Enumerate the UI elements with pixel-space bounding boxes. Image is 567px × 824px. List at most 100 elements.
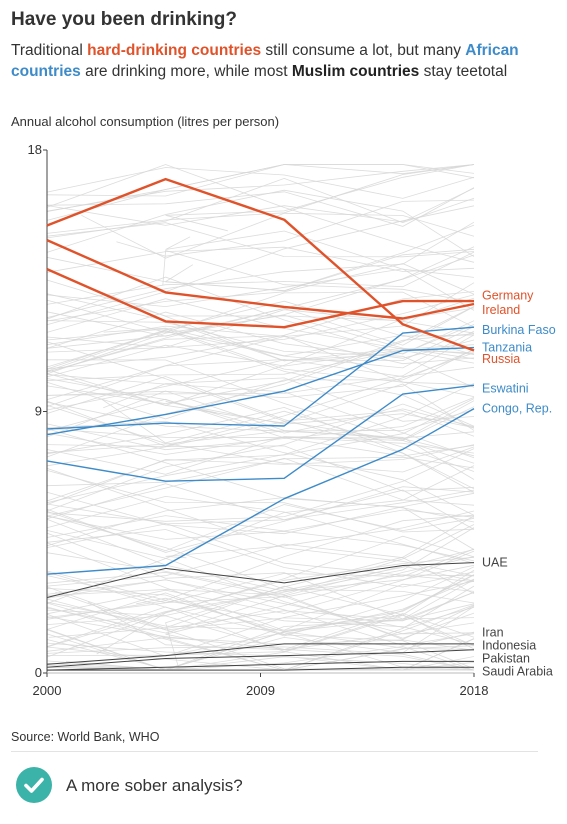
background-country-line — [46, 187, 475, 227]
background-country-line — [46, 406, 475, 475]
background-country-line — [46, 167, 475, 199]
background-country-line — [46, 580, 475, 657]
background-country-line — [162, 249, 475, 303]
background-country-line — [46, 293, 475, 362]
background-country-line — [46, 336, 475, 400]
background-country-line — [46, 403, 475, 512]
background-country-line — [46, 177, 475, 239]
background-country-line — [46, 550, 475, 615]
background-country-line — [46, 333, 475, 405]
x-tick-label: 2009 — [246, 683, 275, 698]
background-country-line — [46, 542, 475, 631]
y-axis-label: Annual alcohol consumption (litres per p… — [11, 114, 280, 129]
y-tick-label: 9 — [35, 404, 42, 419]
background-country-line — [46, 486, 475, 553]
background-country-line — [46, 457, 475, 517]
background-country-line — [46, 468, 475, 577]
background-country-line — [46, 349, 475, 420]
background-country-line — [46, 291, 475, 370]
background-country-line — [46, 421, 475, 467]
series-line-germany — [46, 268, 474, 329]
background-country-line — [65, 646, 475, 671]
background-country-line — [46, 369, 475, 431]
background-country-line — [165, 230, 475, 278]
background-country-line — [165, 164, 475, 232]
background-country-line — [46, 221, 475, 319]
background-country-line — [46, 529, 475, 588]
background-country-line — [46, 504, 475, 552]
chart-subtitle: Traditional hard-drinking countries stil… — [11, 40, 556, 82]
background-country-line — [55, 591, 475, 631]
background-country-line — [46, 291, 475, 333]
series-line-ireland — [46, 239, 475, 320]
background-country-line — [46, 276, 475, 355]
background-country-line — [46, 307, 475, 406]
background-country-line — [46, 530, 475, 635]
background-country-line — [165, 401, 475, 428]
background-country-line — [46, 571, 475, 669]
background-country-line — [46, 187, 475, 226]
background-country-line — [46, 164, 475, 234]
background-country-line — [46, 359, 475, 441]
background-country-line — [46, 432, 475, 455]
background-country-line — [46, 406, 475, 490]
series-line-eswatini — [46, 384, 475, 482]
background-country-line — [46, 328, 475, 386]
background-country-line — [46, 309, 475, 348]
background-country-line — [46, 341, 475, 437]
background-country-line — [165, 515, 475, 667]
background-country-line — [46, 588, 475, 640]
x-tick-label: 2000 — [33, 683, 62, 698]
series-label-russia: Russia — [482, 352, 520, 366]
background-country-line — [103, 377, 475, 422]
background-country-line — [46, 543, 475, 594]
check-circle-icon[interactable] — [16, 767, 52, 803]
background-country-line — [164, 224, 475, 292]
background-country-line — [46, 444, 475, 492]
series-label-pakistan: Pakistan — [482, 651, 530, 665]
background-country-line — [165, 510, 475, 559]
series-line-uae — [46, 562, 475, 598]
background-country-line — [165, 556, 475, 641]
series-line-burkina-faso — [46, 326, 475, 430]
background-country-line — [46, 326, 475, 411]
background-country-line — [46, 420, 475, 516]
series-label-tanzania: Tanzania — [482, 341, 532, 355]
series-label-saudi-arabia: Saudi Arabia — [482, 665, 553, 679]
background-country-line — [46, 398, 475, 457]
series-label-burkina-faso: Burkina Faso — [482, 323, 556, 337]
series-label-iran: Iran — [482, 625, 504, 639]
background-country-line — [46, 352, 475, 447]
background-country-line — [46, 254, 475, 373]
background-country-line — [101, 398, 475, 472]
background-country-line — [46, 503, 475, 582]
background-country-line — [81, 212, 475, 259]
background-country-line — [46, 344, 475, 378]
background-country-line — [46, 456, 475, 487]
background-country-line — [46, 376, 475, 493]
background-country-line — [46, 514, 475, 601]
background-country-line — [46, 532, 475, 620]
background-country-line — [46, 378, 475, 434]
series-line-tanzania — [46, 346, 475, 436]
background-country-line — [46, 246, 475, 349]
series-label-indonesia: Indonesia — [482, 638, 536, 652]
background-country-line — [46, 314, 475, 375]
y-tick-label: 18 — [28, 142, 42, 157]
subtitle-highlight-muslim: Muslim countries — [291, 63, 420, 80]
background-country-line — [46, 489, 475, 548]
series-label-ireland: Ireland — [482, 303, 520, 317]
background-country-line — [46, 335, 475, 397]
subtitle-part-4: stay teetotal — [419, 63, 508, 80]
background-country-line — [48, 585, 475, 650]
footer-divider — [11, 751, 538, 752]
background-country-line — [46, 306, 475, 458]
subtitle-part-1: Traditional — [11, 42, 88, 59]
footer-link-text[interactable]: A more sober analysis? — [66, 776, 243, 795]
background-country-line — [46, 491, 475, 535]
background-country-line — [46, 164, 475, 212]
background-country-line — [46, 579, 475, 646]
background-country-line — [46, 574, 475, 671]
check-mark-icon — [24, 777, 44, 793]
background-country-line — [46, 549, 475, 616]
